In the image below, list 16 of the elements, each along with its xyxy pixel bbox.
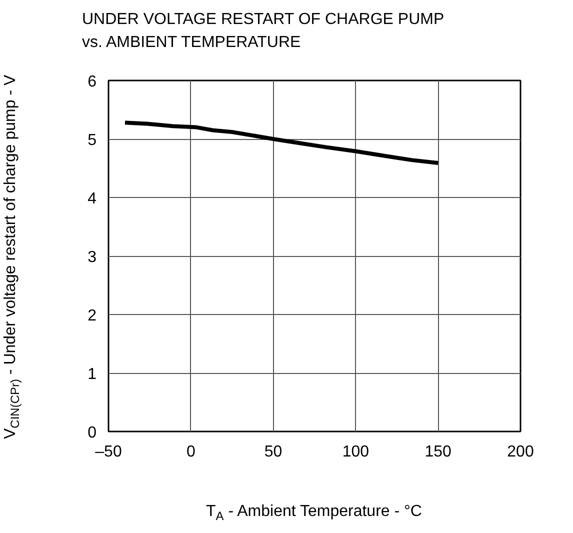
y-tick-label: 1 <box>88 366 97 383</box>
y-tick-label: 3 <box>88 249 97 266</box>
x-tick-label: –50 <box>95 444 122 460</box>
x-tick-label: 50 <box>264 444 282 460</box>
y-tick-label: 4 <box>88 190 97 208</box>
x-tick-label: 0 <box>186 444 196 460</box>
line-series <box>122 120 440 165</box>
x-tick-label: 200 <box>507 444 534 460</box>
chart-title: UNDER VOLTAGE RESTART OF CHARGE PUMP vs. AMBIENT TEMPERATURE <box>82 10 444 53</box>
y-tick-label: 6 <box>88 74 97 90</box>
y-tick-label: 5 <box>88 132 97 149</box>
x-tick-label: 150 <box>424 444 452 460</box>
x-tick-label: 100 <box>342 444 370 460</box>
y-tick-label: 2 <box>88 308 97 324</box>
y-tick-label: 0 <box>88 424 97 442</box>
x-axis-title: T$_{A}$ - Ambient Temperature - °C <box>206 502 422 526</box>
